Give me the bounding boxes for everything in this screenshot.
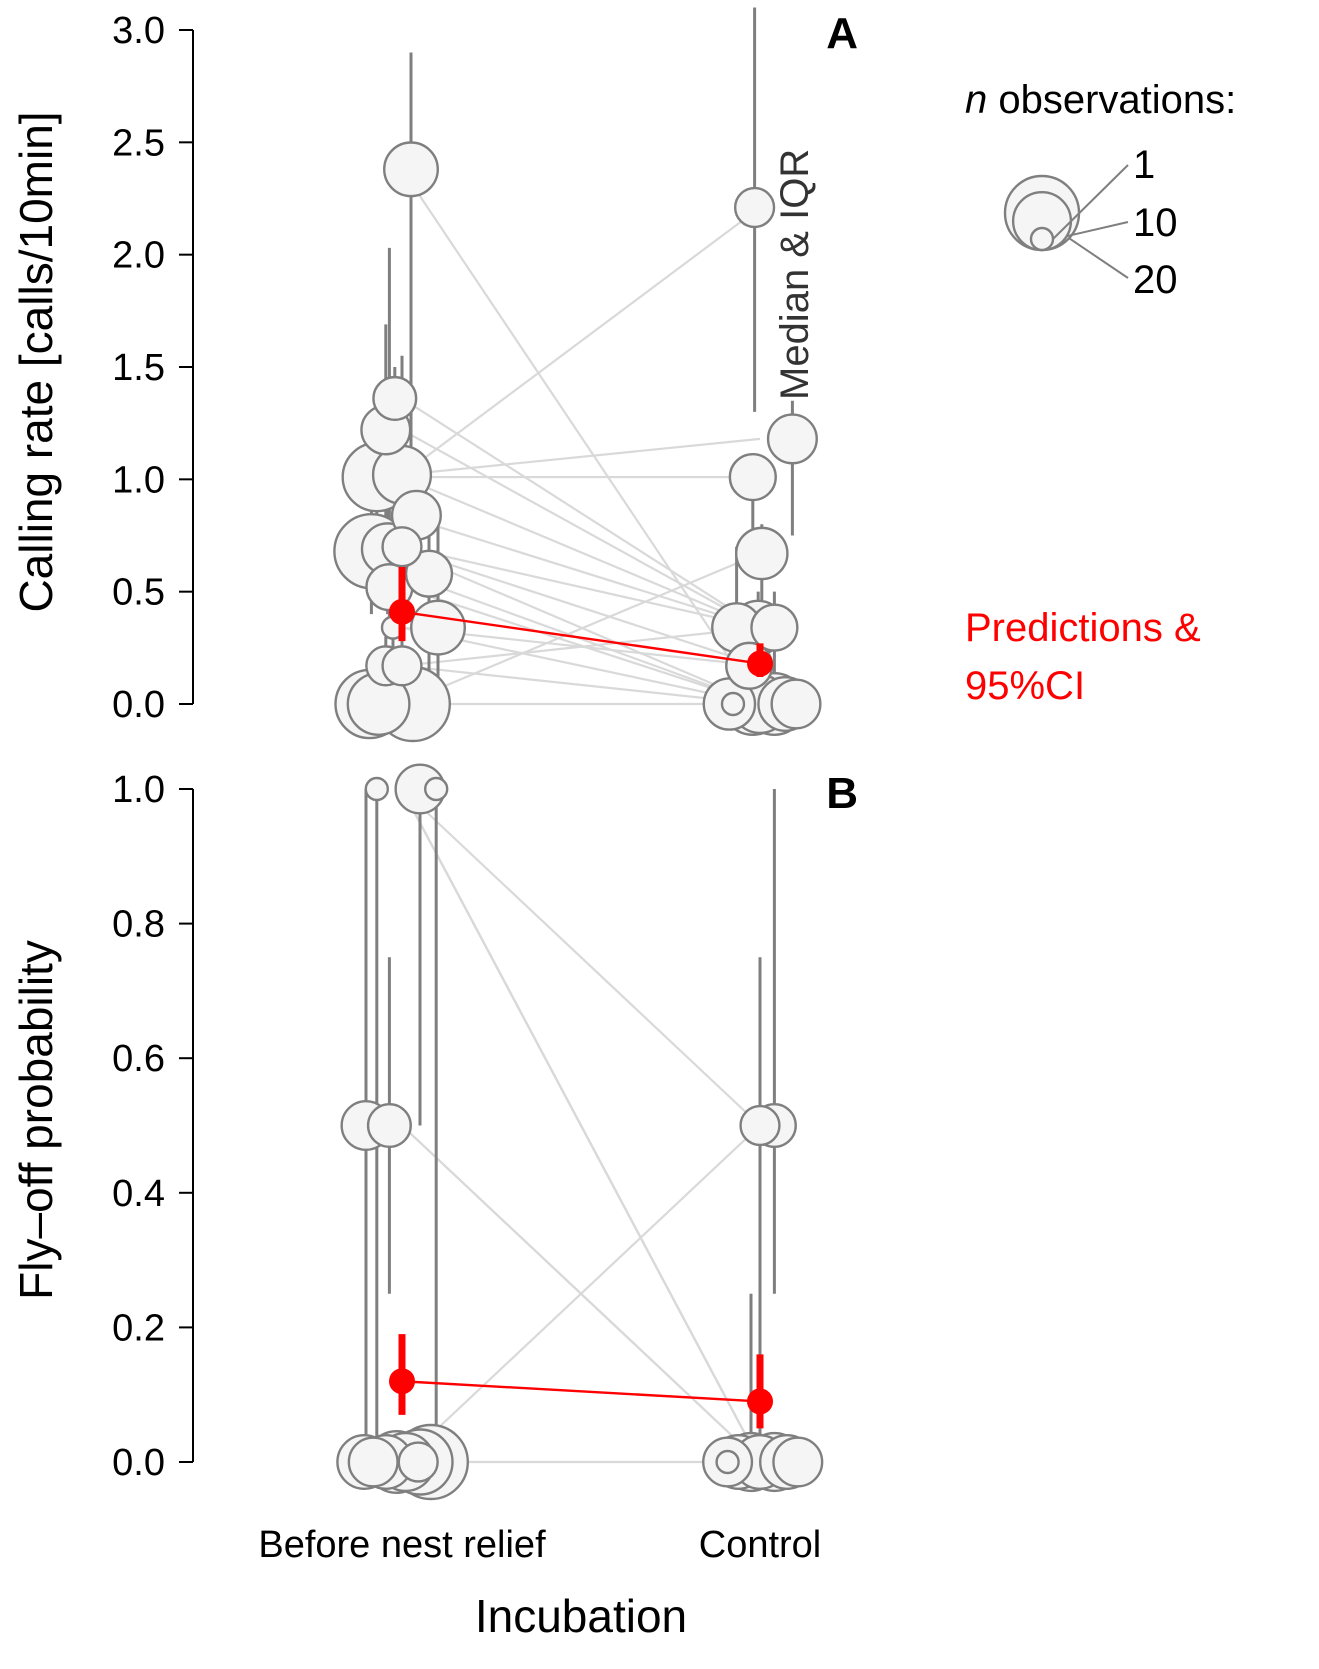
prediction-point bbox=[389, 1368, 415, 1395]
data-point bbox=[383, 141, 439, 198]
data-point bbox=[381, 526, 423, 568]
data-point bbox=[766, 413, 818, 465]
x-tick-label-before-nest-relief: Before nest relief bbox=[258, 1524, 546, 1566]
legend-title-italic: n bbox=[965, 78, 987, 122]
data-point bbox=[372, 375, 418, 421]
data-point bbox=[720, 691, 746, 717]
data-point bbox=[739, 1104, 781, 1147]
data-point bbox=[364, 776, 389, 802]
x-tick-label-control: Control bbox=[699, 1524, 822, 1566]
predictions-label-line2: 95%CI bbox=[965, 664, 1085, 708]
pair-line bbox=[401, 514, 761, 629]
legend-leader-line bbox=[1052, 164, 1129, 240]
data-point bbox=[770, 678, 822, 730]
data-point bbox=[772, 1436, 824, 1488]
legend-marks bbox=[1003, 164, 1129, 279]
prediction-point bbox=[747, 1388, 773, 1415]
panel-b-letter: B bbox=[826, 769, 858, 818]
data-point bbox=[410, 599, 466, 656]
pair-line bbox=[401, 397, 761, 629]
y-tick-label: 2.0 bbox=[112, 235, 165, 277]
data-point bbox=[404, 549, 454, 598]
legend-label-10: 10 bbox=[1133, 201, 1178, 245]
legend: n observations: 1 10 20 bbox=[965, 78, 1236, 302]
y-tick-label: 1.0 bbox=[112, 769, 165, 811]
panel-a: 0.0 0.5 1.0 1.5 2.0 2.5 3.0 bbox=[112, 7, 822, 743]
prediction-point bbox=[389, 598, 415, 625]
pair-line bbox=[401, 206, 761, 476]
prediction-line bbox=[401, 610, 761, 665]
legend-leader-line bbox=[1068, 237, 1129, 279]
pair-line bbox=[401, 1124, 761, 1463]
pair-line bbox=[401, 664, 761, 706]
data-point bbox=[728, 452, 777, 502]
pair-line bbox=[401, 476, 761, 629]
data-point bbox=[750, 603, 799, 652]
y-tick-label: 0.5 bbox=[112, 572, 165, 614]
prediction-line bbox=[401, 1380, 761, 1403]
pair-line bbox=[401, 545, 761, 629]
y-tick-label: 0.4 bbox=[112, 1173, 165, 1215]
data-point bbox=[397, 1441, 439, 1483]
y-tick-label: 2.5 bbox=[112, 122, 165, 164]
y-tick-label: 1.0 bbox=[112, 459, 165, 501]
y-tick-label: 0.0 bbox=[112, 684, 165, 726]
pair-line bbox=[401, 428, 761, 629]
legend-title-rest: observations: bbox=[987, 78, 1236, 122]
y-tick-label: 1.5 bbox=[112, 347, 165, 389]
legend-title: n observations: bbox=[965, 78, 1236, 122]
legend-label-1: 1 bbox=[1133, 143, 1155, 187]
y-tick-label: 0.0 bbox=[112, 1442, 165, 1484]
data-point bbox=[381, 645, 423, 687]
pair-line bbox=[401, 586, 761, 706]
pair-line bbox=[401, 788, 761, 1463]
panel-a-letter: A bbox=[826, 9, 858, 58]
predictions-label-line1: Predictions & bbox=[965, 606, 1201, 650]
pair-line bbox=[401, 552, 761, 706]
prediction-point bbox=[747, 650, 773, 677]
legend-label-20: 20 bbox=[1133, 258, 1178, 302]
y-tick-label: 3.0 bbox=[112, 10, 165, 52]
panel-b-y-axis-title: Fly–off probability bbox=[10, 940, 62, 1300]
data-point bbox=[424, 776, 449, 802]
panel-a-y-axis-title: Calling rate [calls/10min] bbox=[10, 111, 62, 612]
panel-b: 0.0 0.2 0.4 0.6 0.8 1.0 bbox=[112, 763, 824, 1501]
y-tick-label: 0.8 bbox=[112, 904, 165, 946]
legend-leader-line bbox=[1066, 221, 1129, 238]
pair-line bbox=[401, 547, 761, 667]
data-point bbox=[366, 1102, 412, 1149]
pair-line bbox=[401, 626, 761, 667]
data-point bbox=[733, 186, 776, 229]
data-point bbox=[715, 1449, 740, 1475]
x-axis-title: Incubation bbox=[475, 1590, 687, 1642]
legend-circle bbox=[1029, 226, 1055, 252]
data-point bbox=[347, 1436, 399, 1488]
median-iqr-label: Median & IQR bbox=[773, 149, 817, 400]
pair-line bbox=[401, 437, 761, 476]
pair-line bbox=[401, 788, 761, 1127]
y-tick-label: 0.6 bbox=[112, 1038, 165, 1080]
data-point bbox=[734, 526, 789, 581]
y-tick-label: 0.2 bbox=[112, 1307, 165, 1349]
